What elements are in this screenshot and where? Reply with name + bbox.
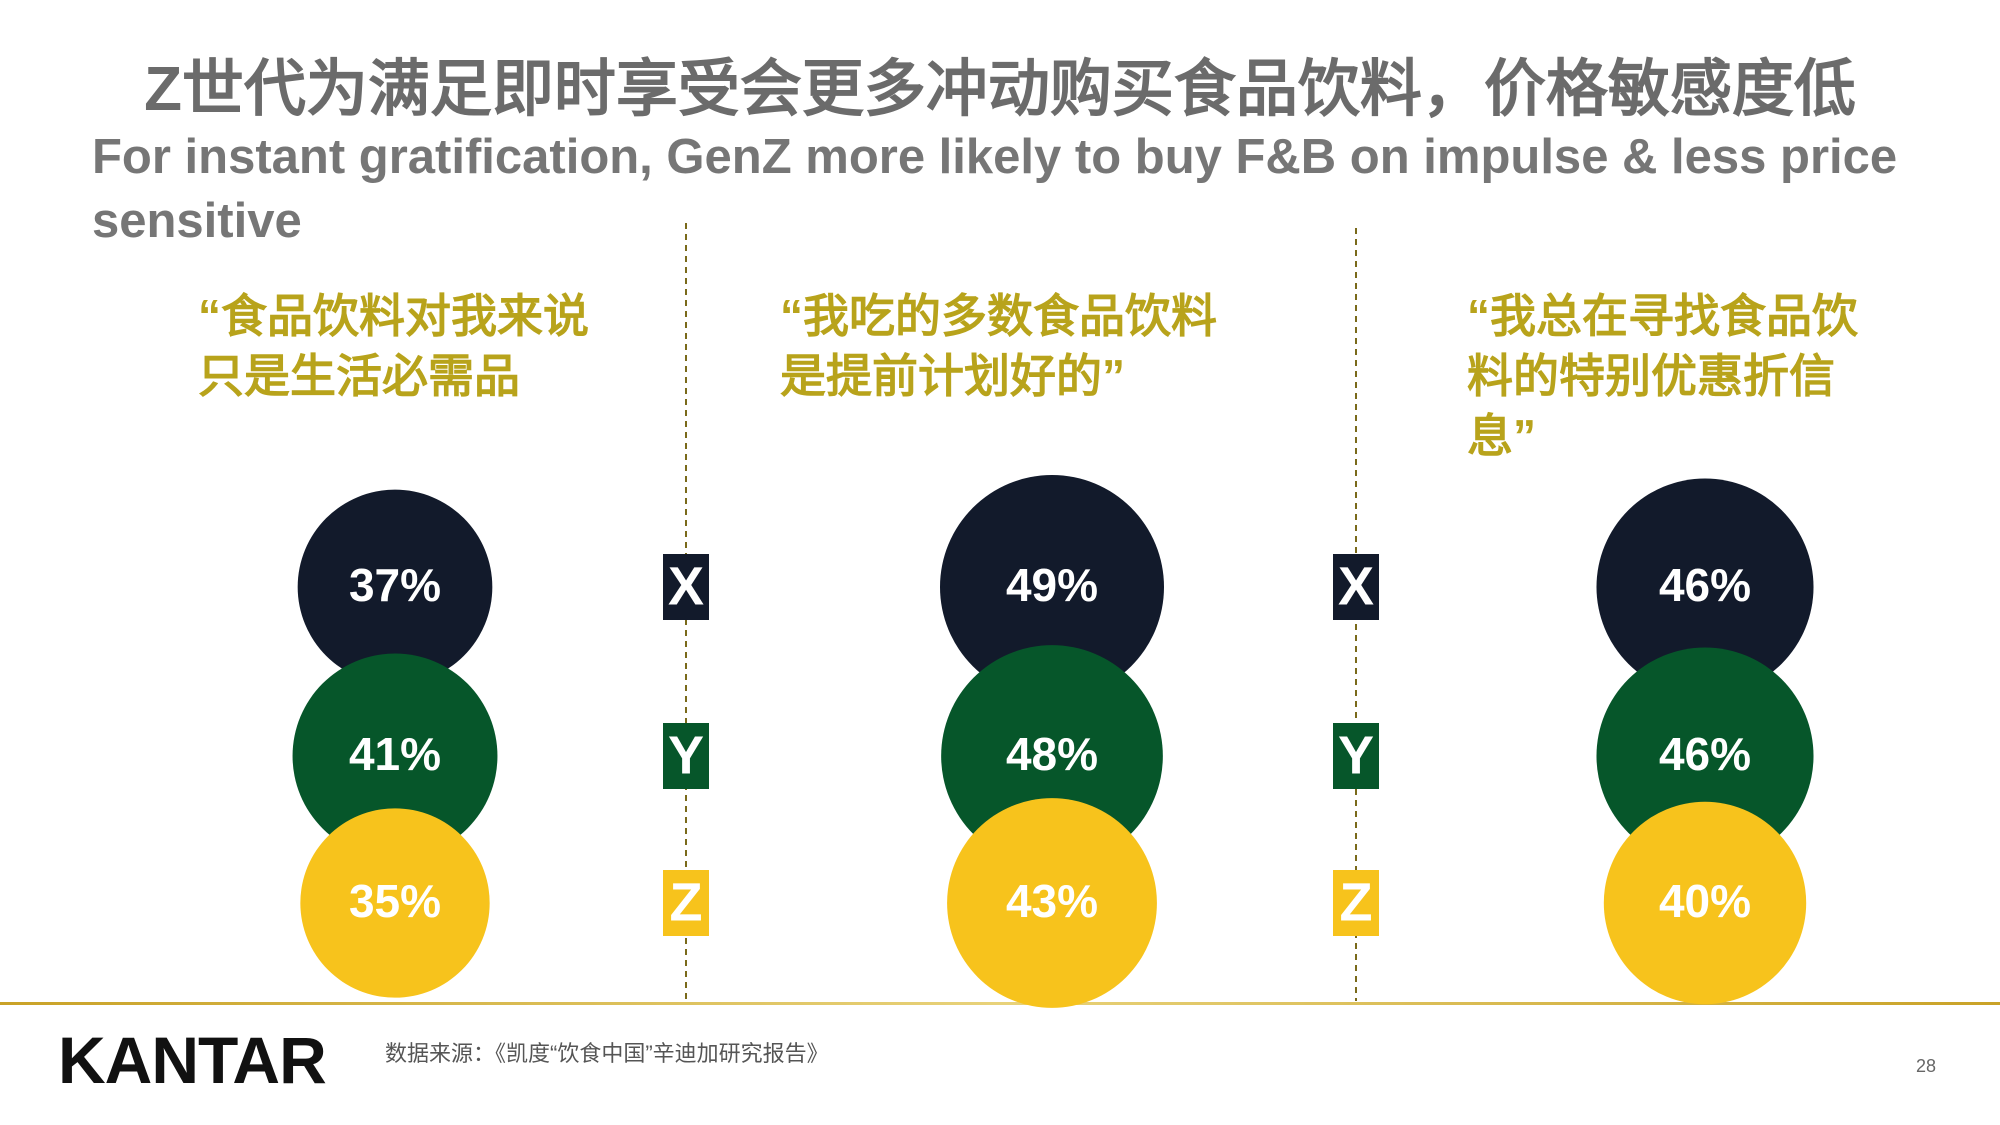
quote: “我吃的多数食品饮料是提前计划好的”	[780, 290, 1217, 402]
value-label: 40%	[1659, 875, 1751, 927]
legend-label: Z	[670, 872, 703, 932]
legend-swatch	[1333, 723, 1379, 789]
value-label: 37%	[349, 559, 441, 611]
value-label: 46%	[1659, 728, 1751, 780]
source: 数据来源：《凯度“饮食中国”辛迪加研究报告》	[385, 1041, 829, 1066]
legend-label: Z	[1340, 872, 1373, 932]
legend-label: X	[668, 556, 704, 616]
bubble	[1596, 478, 1814, 696]
bubble	[300, 808, 490, 998]
title: Z世代为满足即时享受会更多冲动购买食品饮料，价格敏感度低	[144, 55, 1856, 124]
bubble	[1603, 801, 1807, 1005]
subtitle: For instant gratification, GenZ more lik…	[92, 130, 1898, 248]
legend-label: X	[1338, 556, 1374, 616]
legend-swatch	[663, 723, 709, 789]
value-label: 43%	[1006, 875, 1098, 927]
bubble	[940, 475, 1164, 699]
value-label: 35%	[349, 875, 441, 927]
legend-label: Y	[1338, 725, 1374, 785]
bubble	[292, 653, 498, 859]
logo: KANTAR	[58, 1023, 327, 1097]
legend-label: Y	[668, 725, 704, 785]
footer-rule	[0, 1002, 2000, 1005]
page-number: 28	[1916, 1056, 1937, 1076]
bubble	[1596, 647, 1814, 865]
value-label: 48%	[1006, 728, 1098, 780]
bubble	[297, 489, 493, 685]
quote: “我总在寻找食品饮料的特别优惠折信息”	[1467, 290, 1858, 462]
legend-swatch	[663, 554, 709, 620]
bubble	[941, 645, 1163, 867]
value-label: 49%	[1006, 559, 1098, 611]
value-label: 46%	[1659, 559, 1751, 611]
legend-swatch	[1333, 554, 1379, 620]
bubble	[947, 798, 1157, 1008]
value-label: 41%	[349, 728, 441, 780]
legend-swatch	[663, 870, 709, 936]
legend-swatch	[1333, 870, 1379, 936]
quote: “食品饮料对我来说只是生活必需品	[198, 290, 589, 402]
